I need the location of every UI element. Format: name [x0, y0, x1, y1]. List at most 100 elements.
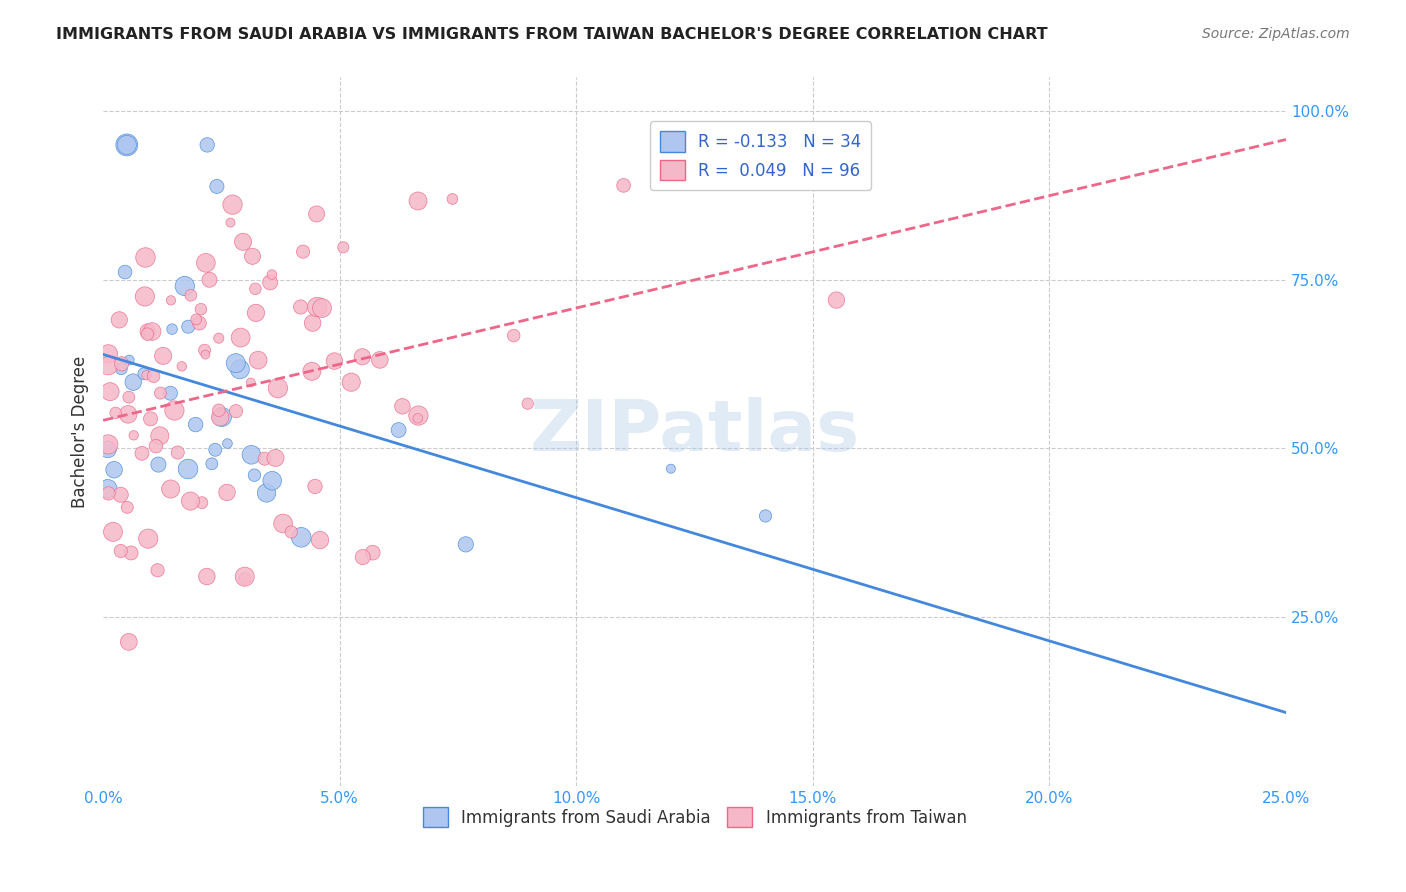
Point [149, 386, 172, 401]
Point [221, 197, 243, 211]
Text: Source: ZipAtlas.com: Source: ZipAtlas.com [1202, 27, 1350, 41]
Point [280, 524, 302, 539]
Point [264, 450, 287, 465]
Point [136, 327, 159, 342]
Point [659, 461, 682, 475]
Point [115, 137, 138, 152]
Point [201, 457, 224, 471]
Point [613, 178, 636, 193]
Point [179, 494, 201, 508]
Point [352, 350, 374, 364]
Point [159, 386, 181, 401]
Point [160, 293, 183, 308]
Point [454, 537, 477, 551]
Point [152, 349, 174, 363]
Point [177, 319, 200, 334]
Point [232, 235, 254, 249]
Point [233, 572, 256, 586]
Point [340, 375, 363, 389]
Point [118, 353, 141, 368]
Point [193, 343, 215, 358]
Point [114, 265, 136, 279]
Point [332, 240, 354, 254]
Point [352, 550, 374, 565]
Point [323, 354, 346, 368]
Point [188, 316, 211, 330]
Point [134, 289, 156, 303]
Point [225, 356, 247, 370]
Point [205, 179, 228, 194]
Point [245, 282, 267, 296]
Point [245, 306, 267, 320]
Legend: Immigrants from Saudi Arabia, Immigrants from Taiwan: Immigrants from Saudi Arabia, Immigrants… [416, 800, 973, 834]
Point [97, 482, 120, 496]
Point [146, 563, 169, 577]
Point [406, 411, 429, 425]
Point [311, 301, 333, 315]
Point [177, 462, 200, 476]
Point [141, 325, 163, 339]
Point [225, 404, 247, 418]
Point [243, 468, 266, 483]
Point [131, 446, 153, 460]
Point [101, 524, 124, 539]
Point [115, 137, 138, 152]
Point [97, 486, 120, 500]
Point [170, 359, 193, 374]
Y-axis label: Bachelor's Degree: Bachelor's Degree [72, 356, 89, 508]
Point [163, 403, 186, 417]
Point [253, 451, 276, 466]
Point [301, 316, 323, 330]
Point [304, 479, 326, 493]
Point [198, 273, 221, 287]
Point [184, 417, 207, 432]
Point [229, 330, 252, 344]
Point [135, 368, 157, 383]
Point [120, 546, 142, 560]
Point [388, 423, 411, 437]
Point [122, 375, 145, 389]
Point [118, 390, 141, 404]
Point [406, 194, 429, 208]
Point [368, 352, 391, 367]
Point [260, 268, 283, 282]
Point [208, 331, 231, 345]
Point [117, 500, 139, 515]
Point [301, 364, 323, 378]
Point [104, 406, 127, 420]
Point [136, 532, 159, 546]
Point [240, 448, 263, 462]
Point [110, 357, 132, 371]
Point [502, 328, 524, 343]
Point [159, 482, 181, 496]
Point [195, 569, 218, 583]
Point [190, 302, 212, 317]
Point [290, 300, 312, 314]
Point [103, 463, 125, 477]
Point [180, 288, 202, 302]
Point [391, 399, 413, 413]
Point [195, 137, 218, 152]
Point [408, 409, 430, 423]
Point [186, 312, 208, 326]
Point [122, 428, 145, 442]
Point [97, 437, 120, 451]
Point [142, 369, 165, 384]
Point [754, 508, 776, 523]
Point [361, 546, 384, 560]
Point [194, 348, 217, 362]
Point [239, 376, 262, 390]
Point [110, 488, 132, 502]
Point [132, 367, 155, 381]
Point [208, 403, 231, 417]
Point [139, 412, 162, 426]
Point [242, 249, 264, 263]
Point [825, 293, 848, 307]
Point [160, 322, 183, 336]
Point [97, 359, 120, 373]
Point [97, 442, 120, 457]
Point [267, 381, 290, 395]
Point [259, 276, 281, 290]
Point [217, 436, 239, 450]
Text: IMMIGRANTS FROM SAUDI ARABIA VS IMMIGRANTS FROM TAIWAN BACHELOR'S DEGREE CORRELA: IMMIGRANTS FROM SAUDI ARABIA VS IMMIGRAN… [56, 27, 1047, 42]
